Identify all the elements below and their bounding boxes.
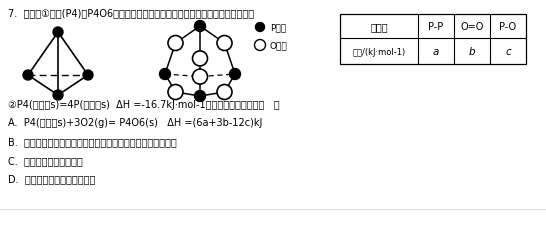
Text: P-O: P-O [500, 22, 517, 32]
Text: 7.  已知：①白磷(P4)和P4O6的分子结构和部分化学键的键能分别如下图、表所示：: 7. 已知：①白磷(P4)和P4O6的分子结构和部分化学键的键能分别如下图、表所… [8, 8, 254, 18]
Circle shape [53, 91, 63, 101]
Circle shape [229, 69, 240, 80]
Text: D.  相同条件下白磷比红磷稳定: D. 相同条件下白磷比红磷稳定 [8, 173, 96, 183]
Text: O=O: O=O [460, 22, 484, 32]
Circle shape [168, 85, 183, 100]
Text: P-P: P-P [429, 22, 443, 32]
Text: b: b [468, 47, 476, 57]
Text: C.  白磷和红磷互为同位素: C. 白磷和红磷互为同位素 [8, 155, 83, 165]
Circle shape [193, 52, 207, 67]
Circle shape [168, 36, 183, 51]
Text: 化学键: 化学键 [370, 22, 388, 32]
Text: c: c [505, 47, 511, 57]
Circle shape [193, 70, 207, 85]
Bar [340, 15, 526, 65]
Circle shape [194, 91, 205, 102]
Text: ②P4(白磷，s)=4P(红磷，s)  ΔH =-16.7kJ·mol-1，下列说法正确的是（   ）: ②P4(白磷，s)=4P(红磷，s) ΔH =-16.7kJ·mol-1，下列说… [8, 100, 280, 109]
Circle shape [217, 85, 232, 100]
Text: 键能/(kJ·mol-1): 键能/(kJ·mol-1) [352, 47, 406, 56]
Circle shape [256, 23, 264, 32]
Circle shape [194, 21, 205, 32]
Circle shape [159, 69, 170, 80]
Circle shape [217, 36, 232, 51]
Circle shape [53, 28, 63, 38]
Circle shape [23, 71, 33, 81]
Text: B.  等质量的白磷、红磷分别完全燃烧，放出热量更多的是白磷: B. 等质量的白磷、红磷分别完全燃烧，放出热量更多的是白磷 [8, 136, 177, 146]
Text: P原子: P原子 [270, 23, 286, 32]
Text: A.  P4(白磷，s)+3O2(g)= P4O6(s)   ΔH =(6a+3b-12c)kJ: A. P4(白磷，s)+3O2(g)= P4O6(s) ΔH =(6a+3b-1… [8, 118, 263, 127]
Text: a: a [433, 47, 439, 57]
Text: O原子: O原子 [270, 41, 288, 50]
Circle shape [254, 40, 265, 51]
Circle shape [83, 71, 93, 81]
